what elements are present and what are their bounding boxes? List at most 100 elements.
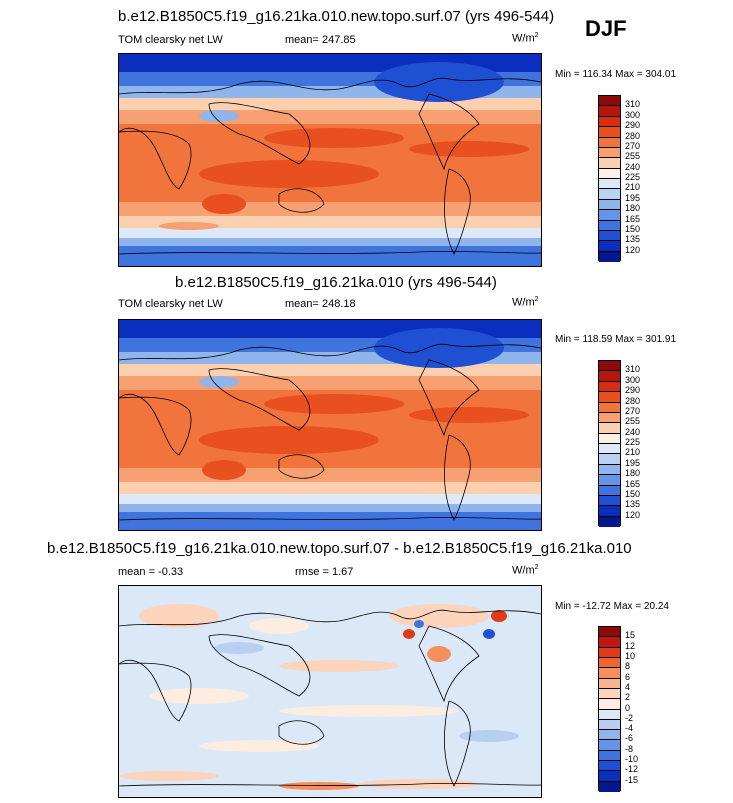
colorbar-swatch — [599, 740, 620, 751]
panel3-units: W/m2 — [512, 564, 539, 577]
colorbar-swatch — [599, 516, 620, 527]
panel2-units: W/m2 — [512, 296, 539, 309]
colorbar-swatch — [599, 454, 620, 465]
colorbar-swatch — [599, 444, 620, 455]
panel3-title: b.e12.B1850C5.f19_g16.21ka.010.new.topo.… — [47, 540, 632, 557]
colorbar-swatch — [599, 506, 620, 517]
colorbar-swatch — [599, 495, 620, 507]
colorbar-tick-label: 310 — [625, 99, 641, 110]
colorbar-tick-label: -15 — [625, 774, 639, 785]
colorbar-swatch — [599, 761, 620, 772]
colorbar-swatch — [599, 719, 620, 731]
colorbar-tick-label: -4 — [625, 723, 634, 734]
colorbar-tick-label: -10 — [625, 754, 639, 765]
colorbar-swatch — [599, 392, 620, 403]
colorbar-tick-label: 310 — [625, 364, 641, 375]
colorbar-swatch — [599, 668, 620, 679]
colorbar-tick-label: 120 — [625, 244, 641, 255]
colorbar-tick-label: 10 — [625, 650, 636, 661]
colorbar-swatch — [599, 230, 620, 242]
colorbar-swatch — [599, 158, 620, 169]
colorbar-tick-label: 280 — [625, 130, 641, 141]
colorbar-tick-label: 180 — [625, 203, 641, 214]
colorbar-tick-label: 8 — [625, 661, 631, 672]
colorbar-tick-label: 4 — [625, 681, 631, 692]
panel1-units: W/m2 — [512, 32, 539, 45]
colorbar-tick-label: 15 — [625, 630, 636, 641]
panel2-title: b.e12.B1850C5.f19_g16.21ka.010 (yrs 496-… — [175, 274, 497, 291]
colorbar-swatch — [599, 699, 620, 710]
colorbar-swatch — [599, 475, 620, 486]
colorbar-tick-label: 2 — [625, 692, 631, 703]
season-label: DJF — [585, 16, 627, 41]
colorbar-tick-label: 195 — [625, 457, 641, 468]
colorbar-tick-label: 210 — [625, 182, 641, 193]
colorbar-swatch — [599, 485, 620, 496]
panel3-colorbar — [598, 626, 621, 792]
colorbar-tick-label: -6 — [625, 733, 634, 744]
panel1-title: b.e12.B1850C5.f19_g16.21ka.010.new.topo.… — [118, 8, 555, 25]
colorbar-swatch — [599, 147, 620, 159]
panel3-rmse: rmse = 1.67 — [295, 566, 354, 578]
colorbar-swatch — [599, 251, 620, 262]
colorbar-tick-label: 120 — [625, 509, 641, 520]
colorbar-tick-label: 290 — [625, 120, 641, 131]
colorbar-tick-label: 225 — [625, 172, 641, 182]
colorbar-swatch — [599, 241, 620, 252]
panel1-variable: TOM clearsky net LW — [118, 34, 223, 46]
panel2-variable: TOM clearsky net LW — [118, 298, 223, 310]
colorbar-swatch — [599, 179, 620, 190]
colorbar-tick-label: 180 — [625, 468, 641, 479]
colorbar-swatch — [599, 189, 620, 200]
colorbar-tick-label: 270 — [625, 405, 641, 416]
colorbar-swatch — [599, 381, 620, 393]
colorbar-swatch — [599, 96, 620, 107]
colorbar-swatch — [599, 709, 620, 720]
colorbar-swatch — [599, 647, 620, 658]
colorbar-swatch — [599, 402, 620, 413]
colorbar-swatch — [599, 210, 620, 221]
colorbar-tick-label: 300 — [625, 109, 641, 120]
colorbar-swatch — [599, 199, 620, 211]
colorbar-tick-label: 150 — [625, 488, 641, 499]
colorbar-swatch — [599, 464, 620, 476]
colorbar-tick-label: 300 — [625, 374, 641, 385]
panel2-minmax: Min = 118.59 Max = 301.91 — [555, 334, 677, 345]
colorbar-swatch — [599, 127, 620, 138]
colorbar-tick-label: 270 — [625, 140, 641, 151]
colorbar-tick-label: 135 — [625, 499, 641, 510]
colorbar-swatch — [599, 423, 620, 434]
colorbar-tick-label: 255 — [625, 416, 641, 427]
colorbar-tick-label: 280 — [625, 395, 641, 406]
colorbar-tick-label: 210 — [625, 447, 641, 458]
panel3-mean: mean = -0.33 — [118, 566, 184, 578]
colorbar-swatch — [599, 637, 620, 648]
colorbar-swatch — [599, 371, 620, 382]
colorbar-tick-label: 255 — [625, 151, 641, 162]
colorbar-tick-label: 290 — [625, 385, 641, 396]
panel2-mean: mean= 248.18 — [285, 298, 356, 310]
colorbar-tick-label: 12 — [625, 640, 636, 651]
colorbar-swatch — [599, 771, 620, 782]
colorbar-tick-label: -2 — [625, 712, 634, 723]
colorbar-swatch — [599, 220, 620, 231]
colorbar-swatch — [599, 137, 620, 148]
colorbar-swatch — [599, 116, 620, 128]
colorbar-tick-label: -12 — [625, 764, 639, 775]
colorbar-swatch — [599, 750, 620, 762]
colorbar-swatch — [599, 433, 620, 444]
panel2-map — [118, 319, 542, 531]
panel1-map — [118, 53, 542, 267]
colorbar-tick-label: 240 — [625, 426, 641, 437]
colorbar-swatch — [599, 627, 620, 638]
colorbar-swatch — [599, 678, 620, 689]
panel1-map-svg — [119, 54, 541, 266]
colorbar-tick-label: 0 — [625, 702, 631, 713]
colorbar-swatch — [599, 361, 620, 372]
colorbar-tick-label: -8 — [625, 743, 634, 754]
panel2-colorbar — [598, 360, 621, 527]
colorbar-tick-label: 225 — [625, 437, 641, 447]
colorbar-swatch — [599, 781, 620, 792]
colorbar-tick-label: 195 — [625, 192, 641, 203]
panel2-map-svg — [119, 320, 541, 530]
